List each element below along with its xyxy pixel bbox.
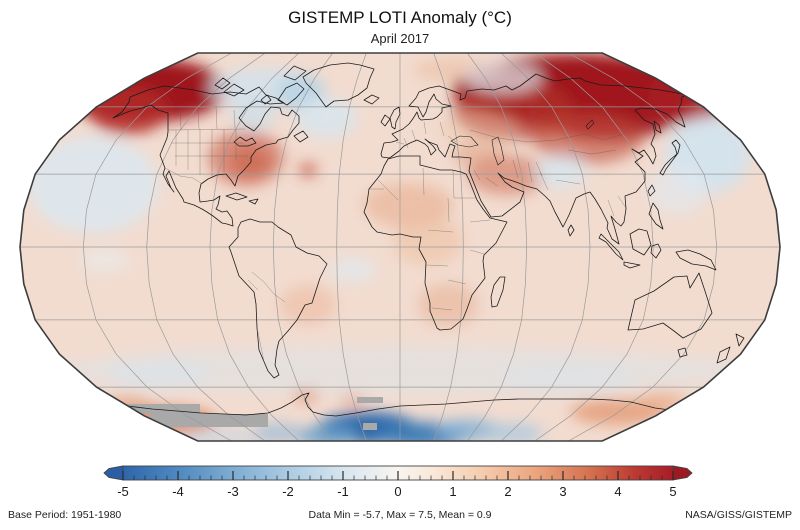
coastline-australia	[627, 272, 713, 339]
footer-base-period: Base Period: 1951-1980	[8, 509, 122, 521]
anomaly-blob	[483, 423, 543, 441]
colorbar-tick-label: 2	[504, 484, 511, 499]
anomaly-blob	[463, 62, 543, 94]
graticule	[20, 53, 780, 441]
anomaly-blob	[393, 215, 463, 265]
anomaly-blob	[438, 110, 518, 150]
colorbar-tick-label: -5	[117, 484, 129, 499]
anomaly-blob	[299, 163, 317, 177]
coastline-antarctica	[126, 392, 671, 417]
coastline-greenland	[302, 62, 375, 108]
country-borders	[164, 97, 627, 363]
page-subtitle: April 2017	[370, 31, 430, 46]
colorbar-tick-label: 1	[449, 484, 456, 499]
colorbar-tick-label: -4	[172, 484, 184, 499]
anomaly-blob	[535, 156, 587, 188]
colorbar-tick-label: 3	[559, 484, 566, 499]
colorbar-left-arrow	[103, 465, 124, 481]
anomaly-blob	[108, 360, 208, 390]
anomaly-blob	[296, 98, 356, 138]
globe-outline	[19, 52, 781, 442]
colorbar-tick-label: -3	[227, 484, 239, 499]
anomaly-blob	[298, 425, 358, 441]
colorbar-labels: -5 -4 -3 -2 -1 0 1 2 3 4 5	[117, 484, 676, 499]
coastlines	[112, 62, 745, 417]
anomaly-blob	[329, 258, 377, 282]
page-title: GISTEMP LOTI Anomaly (°C)	[288, 8, 512, 27]
colorbar-ticks	[122, 471, 674, 480]
colorbar-tick-label: 0	[394, 484, 401, 499]
colorbar-right-arrow	[672, 465, 693, 481]
world-map	[19, 52, 781, 442]
colorbar-tick-label: 5	[669, 484, 676, 499]
footer-credit: NASA/GISS/GISTEMP	[685, 509, 792, 521]
colorbar: -5 -4 -3 -2 -1 0 1 2 3 4 5	[103, 465, 693, 499]
anomaly-blob	[178, 428, 258, 441]
colorbar-tick-label: 4	[614, 484, 621, 499]
anomaly-blob	[280, 285, 336, 325]
anomaly-blob	[533, 112, 643, 164]
anomaly-blob	[252, 423, 304, 441]
colorbar-tick-label: -2	[282, 484, 294, 499]
coastline-eurasia	[380, 73, 687, 245]
colorbar-tick-label: -1	[337, 484, 349, 499]
coastline-africa	[363, 155, 508, 331]
coastline-north-america	[112, 85, 300, 227]
anomaly-blob	[230, 147, 270, 177]
coastline-south-america	[228, 218, 328, 379]
anomaly-blob	[498, 366, 638, 394]
anomaly-blob	[648, 166, 708, 214]
coastline-islands	[214, 65, 745, 364]
anomaly-blob	[418, 283, 478, 327]
anomaly-blob	[80, 248, 130, 272]
lakes-outline	[450, 119, 595, 166]
footer-stats: Data Min = -5.7, Max = 7.5, Mean = 0.9	[308, 509, 492, 521]
